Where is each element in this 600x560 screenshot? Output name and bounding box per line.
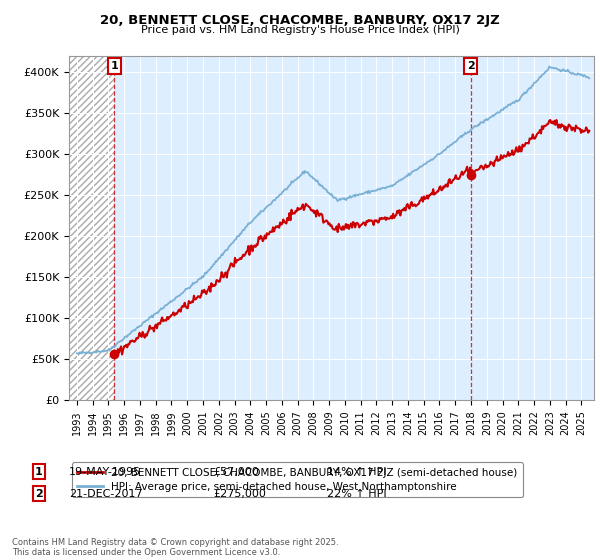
- 20, BENNETT CLOSE, CHACOMBE, BANBURY, OX17 2JZ (semi-detached house): [360, 219, 367, 226]
- 20, BENNETT CLOSE, CHACOMBE, BANBURY, OX17 2JZ (semi-detached house): [111, 352, 118, 358]
- Polygon shape: [69, 56, 115, 400]
- 20, BENNETT CLOSE, CHACOMBE, BANBURY, OX17 2JZ (semi-detached house): [403, 202, 410, 209]
- Text: 1: 1: [35, 466, 43, 477]
- Legend: 20, BENNETT CLOSE, CHACOMBE, BANBURY, OX17 2JZ (semi-detached house), HPI: Avera: 20, BENNETT CLOSE, CHACOMBE, BANBURY, OX…: [71, 463, 523, 497]
- HPI: Average price, semi-detached house, West Northamptonshire: (2.02e+03, 3.52e+05): Average price, semi-detached house, West…: [494, 109, 502, 115]
- HPI: Average price, semi-detached house, West Northamptonshire: (2.01e+03, 2.58e+05): Average price, semi-detached house, West…: [321, 185, 328, 192]
- Text: Price paid vs. HM Land Registry's House Price Index (HPI): Price paid vs. HM Land Registry's House …: [140, 25, 460, 35]
- 20, BENNETT CLOSE, CHACOMBE, BANBURY, OX17 2JZ (semi-detached house): [219, 273, 226, 280]
- Text: 20, BENNETT CLOSE, CHACOMBE, BANBURY, OX17 2JZ: 20, BENNETT CLOSE, CHACOMBE, BANBURY, OX…: [100, 14, 500, 27]
- HPI: Average price, semi-detached house, West Northamptonshire: (1.99e+03, 5.7e+04): Average price, semi-detached house, West…: [74, 351, 82, 357]
- HPI: Average price, semi-detached house, West Northamptonshire: (2.01e+03, 2.59e+05): Average price, semi-detached house, West…: [379, 184, 386, 191]
- Text: 2: 2: [35, 489, 43, 499]
- Text: £275,000: £275,000: [213, 489, 266, 499]
- HPI: Average price, semi-detached house, West Northamptonshire: (2.03e+03, 3.93e+05): Average price, semi-detached house, West…: [586, 75, 593, 82]
- 20, BENNETT CLOSE, CHACOMBE, BANBURY, OX17 2JZ (semi-detached house): [523, 140, 530, 147]
- HPI: Average price, semi-detached house, West Northamptonshire: (1.99e+03, 5.74e+04): Average price, semi-detached house, West…: [73, 350, 80, 357]
- HPI: Average price, semi-detached house, West Northamptonshire: (2.02e+03, 3.98e+05): Average price, semi-detached house, West…: [575, 71, 583, 77]
- Text: 2: 2: [467, 61, 475, 71]
- 20, BENNETT CLOSE, CHACOMBE, BANBURY, OX17 2JZ (semi-detached house): [586, 128, 593, 134]
- HPI: Average price, semi-detached house, West Northamptonshire: (2.02e+03, 4.07e+05): Average price, semi-detached house, West…: [545, 63, 553, 70]
- Text: 22% ↑ HPI: 22% ↑ HPI: [327, 489, 386, 499]
- Line: HPI: Average price, semi-detached house, West Northamptonshire: HPI: Average price, semi-detached house,…: [77, 67, 589, 354]
- Text: 21-DEC-2017: 21-DEC-2017: [69, 489, 143, 499]
- HPI: Average price, semi-detached house, West Northamptonshire: (2.01e+03, 2.49e+05): Average price, semi-detached house, West…: [352, 193, 359, 200]
- Text: 19-MAY-1995: 19-MAY-1995: [69, 466, 141, 477]
- 20, BENNETT CLOSE, CHACOMBE, BANBURY, OX17 2JZ (semi-detached house): [514, 148, 521, 155]
- 20, BENNETT CLOSE, CHACOMBE, BANBURY, OX17 2JZ (semi-detached house): [553, 116, 560, 123]
- Text: 1: 1: [110, 61, 118, 71]
- 20, BENNETT CLOSE, CHACOMBE, BANBURY, OX17 2JZ (semi-detached house): [155, 320, 163, 326]
- Line: 20, BENNETT CLOSE, CHACOMBE, BANBURY, OX17 2JZ (semi-detached house): 20, BENNETT CLOSE, CHACOMBE, BANBURY, OX…: [115, 120, 589, 355]
- HPI: Average price, semi-detached house, West Northamptonshire: (2.01e+03, 2.61e+05): Average price, semi-detached house, West…: [317, 183, 325, 189]
- Text: £57,000: £57,000: [213, 466, 259, 477]
- Text: 14% ↑ HPI: 14% ↑ HPI: [327, 466, 386, 477]
- Text: Contains HM Land Registry data © Crown copyright and database right 2025.
This d: Contains HM Land Registry data © Crown c…: [12, 538, 338, 557]
